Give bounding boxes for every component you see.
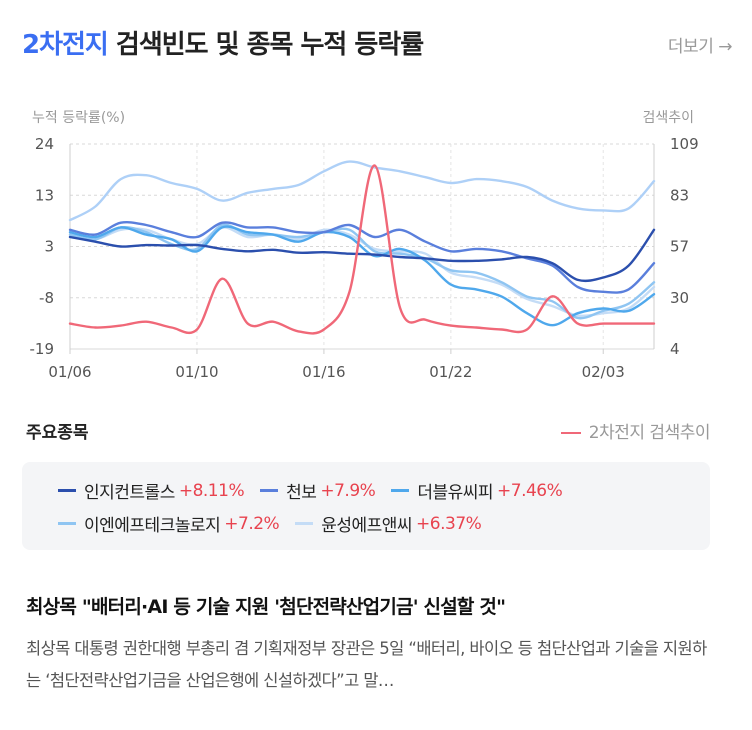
- header: 2차전지 검색빈도 및 종목 누적 등락률 더보기 →: [22, 24, 733, 68]
- x-tick-label: 01/22: [429, 363, 472, 381]
- line-chart: 누적 등락률(%) 검색추이 24 109 13 83 3 57 -8 30 -19 4 01/06 01…: [30, 110, 699, 381]
- stock-change: +8.11%: [178, 480, 245, 501]
- y-right-tick-label: 4: [670, 340, 680, 358]
- news-body: 최상목 대통령 권한대행 부총리 겸 기획재정부 장관은 5일 “배터리, 바이…: [26, 639, 707, 690]
- series-line-2: [68, 225, 656, 327]
- stock-name: 천보: [286, 483, 317, 503]
- x-tick-label: 01/10: [175, 363, 218, 381]
- stock-item-3[interactable]: 이엔에프테크놀로지 +7.2%: [58, 511, 280, 536]
- y-left-axis-label: 누적 등락률(%): [32, 110, 125, 126]
- x-tick-label: 01/16: [302, 363, 345, 381]
- y-right-axis-label: 검색추이: [642, 110, 694, 126]
- search-trend-legend-label: 2차전지 검색추이: [588, 423, 711, 443]
- search-trend-legend: 2차전지 검색추이: [560, 418, 711, 443]
- stock-item-2[interactable]: 더블유씨피 +7.46%: [391, 478, 563, 503]
- series-line-0: [68, 228, 656, 283]
- stock-swatch-4: [295, 522, 314, 525]
- news-item[interactable]: 최상목 "배터리·AI 등 기술 지원 '첨단전략산업기금' 신설할 것" 최상…: [26, 592, 716, 697]
- series-line-5: [68, 164, 656, 335]
- stock-change: +7.2%: [224, 513, 280, 534]
- search-trend-swatch: [560, 432, 581, 434]
- y-left-tick-label: -19: [30, 340, 55, 358]
- stock-change: +6.37%: [416, 513, 482, 534]
- y-right-tick-label: 109: [670, 135, 699, 153]
- title-rest: 검색빈도 및 종목 누적 등락률: [115, 30, 424, 60]
- y-right-tick-label: 83: [670, 186, 689, 204]
- stock-row-2: 이엔에프테크놀로지 +7.2% 윤성에프앤씨 +6.37%: [58, 507, 710, 540]
- stock-swatch-2: [391, 489, 410, 492]
- x-tick-label: 01/06: [48, 363, 91, 381]
- stock-item-0[interactable]: 인지컨트롤스 +8.11%: [58, 478, 245, 503]
- stocks-legend-box: 인지컨트롤스 +8.11% 천보 +7.9% 더블유씨피 +7.46% 이엔에프…: [22, 462, 710, 550]
- stock-name: 인지컨트롤스: [84, 483, 175, 503]
- keyword-label: 2차전지: [22, 30, 109, 60]
- y-left-tick-label: 3: [44, 238, 54, 256]
- page-title: 2차전지 검색빈도 및 종목 누적 등락률: [22, 24, 424, 61]
- stock-row-1: 인지컨트롤스 +8.11% 천보 +7.9% 더블유씨피 +7.46%: [58, 474, 710, 507]
- y-left-tick-label: -8: [39, 289, 54, 307]
- y-left-tick-label: 24: [35, 135, 54, 153]
- stock-item-1[interactable]: 천보 +7.9%: [260, 478, 376, 503]
- stock-swatch-3: [58, 522, 76, 525]
- series-line-1: [68, 220, 656, 294]
- stock-item-4[interactable]: 윤성에프앤씨 +6.37%: [295, 511, 482, 536]
- y-right-tick-label: 30: [670, 289, 689, 307]
- more-link[interactable]: 더보기 →: [667, 37, 733, 57]
- stock-name: 윤성에프앤씨: [321, 516, 413, 536]
- stock-name: 이엔에프테크놀로지: [84, 516, 221, 536]
- series-line-6: [68, 160, 656, 222]
- y-left-tick-label: 13: [35, 186, 54, 204]
- series-line-3: [68, 223, 656, 320]
- stock-swatch-1: [260, 489, 279, 492]
- stock-name: 더블유씨피: [417, 483, 494, 503]
- section-header: 주요종목 2차전지 검색추이: [26, 418, 711, 446]
- news-title[interactable]: 최상목 "배터리·AI 등 기술 지원 '첨단전략산업기금' 신설할 것": [26, 596, 506, 618]
- stock-swatch-0: [58, 489, 76, 492]
- section-title: 주요종목: [26, 423, 89, 443]
- stock-change: +7.46%: [497, 480, 563, 501]
- x-tick-label: 02/03: [582, 363, 625, 381]
- y-right-tick-label: 57: [670, 238, 689, 256]
- stock-change: +7.9%: [320, 480, 376, 501]
